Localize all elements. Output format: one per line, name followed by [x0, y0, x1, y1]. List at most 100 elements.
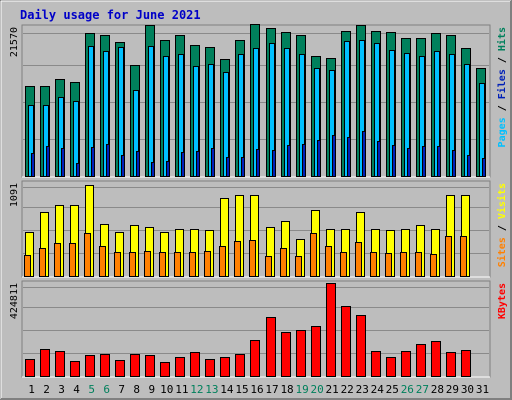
bar-sites-day-20 [310, 233, 318, 277]
bar-kbytes-day-27 [416, 344, 427, 377]
x-tick-label-day-9: 9 [148, 383, 155, 396]
x-tick-label-day-5: 5 [88, 383, 95, 396]
bar-pages-day-10 [166, 161, 170, 177]
x-tick-label-day-16: 16 [250, 383, 263, 396]
bar-kbytes-day-12 [190, 352, 201, 377]
bar-sites-day-12 [189, 252, 197, 277]
bar-kbytes-day-23 [356, 315, 367, 377]
bar-sites-day-2 [39, 248, 47, 277]
bar-kbytes-day-13 [205, 359, 216, 377]
bar-pages-day-24 [377, 141, 381, 177]
bar-pages-day-30 [467, 155, 471, 177]
bar-kbytes-day-3 [55, 351, 66, 377]
legend-kbytes: KBytes [497, 283, 508, 319]
bar-pages-day-14 [226, 157, 230, 177]
x-tick-label-day-11: 11 [175, 383, 188, 396]
x-tick-label-day-2: 2 [43, 383, 50, 396]
bar-kbytes-day-18 [281, 332, 292, 377]
panel-mid-legend: Sites / Visits [496, 183, 508, 267]
bar-sites-day-25 [385, 253, 393, 277]
bar-kbytes-day-28 [431, 341, 442, 377]
panel-top: 21570 Pages / Files / Hits [9, 24, 508, 178]
x-axis-day-labels: 1 2 3 4 5 6 7 8 9 10 11 12 13 14 15 16 17 18 19 20 21 22 23 24 2… [28, 383, 489, 396]
x-tick-label-day-25: 25 [386, 383, 399, 396]
bar-kbytes-day-6 [100, 354, 111, 377]
x-tick-label-day-6: 6 [103, 383, 110, 396]
x-tick-label-day-21: 21 [326, 383, 339, 396]
bar-pages-day-28 [437, 146, 441, 177]
bar-pages-day-2 [46, 146, 50, 177]
x-tick-label-day-3: 3 [58, 383, 65, 396]
bar-files-day-10 [163, 56, 170, 177]
bar-pages-day-5 [91, 147, 95, 177]
x-tick-label-day-26: 26 [401, 383, 414, 396]
bar-pages-day-8 [136, 151, 140, 177]
bar-kbytes-day-29 [446, 352, 457, 377]
legend-separator: / [497, 99, 508, 117]
bar-pages-day-3 [61, 148, 65, 177]
legend-sites: Sites [496, 237, 508, 267]
bar-kbytes-day-4 [70, 361, 81, 377]
x-tick-label-day-24: 24 [371, 383, 385, 396]
x-tick-label-day-12: 12 [190, 383, 203, 396]
bar-kbytes-day-30 [461, 350, 472, 377]
bar-sites-day-1 [24, 255, 32, 277]
bar-pages-day-6 [106, 144, 110, 177]
bar-kbytes-day-9 [145, 355, 156, 377]
bar-sites-day-14 [219, 246, 227, 277]
bar-sites-day-10 [159, 252, 167, 277]
x-tick-label-day-29: 29 [446, 383, 459, 396]
bar-sites-day-15 [234, 241, 242, 277]
bar-kbytes-day-21 [326, 283, 337, 377]
bar-kbytes-day-10 [160, 362, 171, 377]
panel-bot-legend: KBytes [497, 283, 508, 319]
bar-sites-day-3 [54, 243, 62, 277]
bar-pages-day-20 [317, 140, 321, 177]
x-tick-label-day-1: 1 [28, 383, 35, 396]
bar-pages-day-23 [362, 131, 366, 177]
bar-sites-day-21 [325, 246, 333, 277]
x-tick-label-day-28: 28 [431, 383, 444, 396]
bar-sites-day-13 [204, 251, 212, 277]
x-tick-label-day-7: 7 [118, 383, 125, 396]
chart-title: Daily usage for June 2021 [20, 8, 201, 22]
x-tick-label-day-20: 20 [311, 383, 324, 396]
x-tick-label-day-14: 14 [220, 383, 234, 396]
bar-pages-day-16 [256, 149, 260, 177]
x-tick-label-day-27: 27 [416, 383, 429, 396]
x-tick-label-day-13: 13 [205, 383, 218, 396]
bar-pages-day-18 [287, 145, 291, 177]
x-tick-label-day-30: 30 [461, 383, 474, 396]
bar-kbytes-day-15 [235, 354, 246, 377]
bar-pages-day-19 [302, 144, 306, 177]
bar-pages-day-7 [121, 155, 125, 177]
bar-sites-day-19 [295, 256, 303, 277]
bar-sites-day-28 [430, 254, 438, 277]
bar-kbytes-day-5 [85, 355, 96, 377]
bar-sites-day-17 [265, 256, 273, 277]
x-tick-label-day-19: 19 [295, 383, 308, 396]
panel-top-legend: Pages / Files / Hits [496, 27, 508, 147]
bar-kbytes-day-8 [130, 354, 141, 377]
bar-kbytes-day-16 [250, 340, 261, 377]
bar-sites-day-4 [69, 243, 77, 277]
legend-visits: Visits [496, 183, 508, 219]
bar-pages-day-22 [347, 137, 351, 177]
x-tick-label-day-8: 8 [133, 383, 140, 396]
bar-pages-day-26 [407, 148, 411, 177]
bar-sites-day-22 [340, 252, 348, 277]
bar-sites-day-18 [280, 248, 288, 277]
x-tick-label-day-4: 4 [73, 383, 80, 396]
x-tick-label-day-17: 17 [265, 383, 278, 396]
x-tick-label-day-18: 18 [280, 383, 293, 396]
bar-sites-day-24 [370, 252, 378, 277]
panel-mid: 1091 Sites / Visits [9, 180, 508, 278]
chart-panels: 21570 Pages / Files / Hits 1091 Sites / Vis… [9, 24, 508, 378]
bar-sites-day-26 [400, 252, 408, 277]
bar-sites-day-23 [355, 242, 363, 277]
bar-sites-day-7 [114, 252, 122, 277]
bar-pages-day-15 [241, 157, 245, 177]
bar-sites-day-6 [99, 246, 107, 277]
